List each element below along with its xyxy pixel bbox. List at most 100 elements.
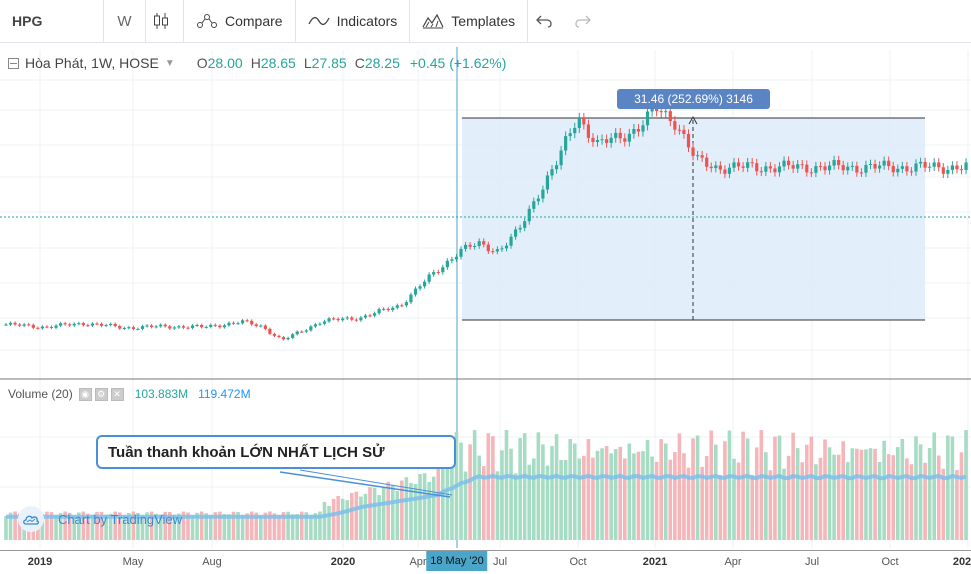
volume-bar — [154, 513, 158, 540]
candle-body — [841, 165, 845, 171]
templates-button[interactable]: Templates — [410, 0, 529, 42]
candle-body — [727, 167, 732, 174]
interval-button[interactable]: W — [104, 0, 146, 42]
close-icon[interactable]: ✕ — [110, 387, 124, 401]
candle-body — [568, 133, 572, 137]
candle-body — [45, 326, 49, 328]
candle-body — [696, 155, 700, 157]
candle-body — [486, 244, 490, 252]
volume-bar — [431, 476, 436, 540]
candle-body — [627, 133, 631, 142]
volume-bar — [864, 449, 868, 540]
candle-body — [59, 323, 63, 326]
high-value: 28.65 — [260, 55, 296, 71]
candle-body — [322, 321, 327, 324]
candle-body — [113, 323, 117, 327]
settings-icon[interactable]: ⚙ — [94, 387, 108, 401]
tradingview-branding[interactable]: Chart by TradingView — [18, 506, 182, 532]
candle-body — [550, 169, 554, 176]
volume-bar — [281, 512, 286, 540]
indicators-button[interactable]: Indicators — [296, 0, 411, 42]
interval-label: W — [117, 12, 132, 30]
volume-bar — [459, 442, 463, 540]
volume-bar — [541, 444, 545, 540]
volume-bar — [395, 491, 400, 540]
candle-body — [99, 323, 104, 326]
volume-bar — [445, 464, 450, 540]
candle-body — [272, 333, 277, 336]
candle-body — [163, 324, 167, 327]
volume-bar — [782, 468, 786, 540]
candle-body — [436, 272, 440, 274]
volume-bar — [809, 436, 814, 540]
measure-label[interactable]: 31.46 (252.69%) 3146 — [617, 89, 770, 109]
volume-bar — [882, 440, 886, 540]
volume-bar — [249, 511, 254, 540]
volume-bar — [299, 511, 304, 540]
volume-bar — [295, 514, 299, 540]
candle-body — [177, 326, 181, 328]
chart-style-button[interactable] — [146, 0, 184, 42]
eye-icon[interactable]: ◉ — [78, 387, 92, 401]
compare-button[interactable]: Compare — [184, 0, 296, 42]
volume-bar — [650, 456, 654, 540]
time-axis-tick: Apr — [409, 556, 427, 568]
candle-body — [878, 165, 882, 169]
candle-body — [382, 308, 386, 310]
volume-bar — [441, 435, 445, 540]
time-axis-tick: 2021 — [642, 556, 668, 568]
candle-body — [891, 166, 895, 173]
candle-body — [859, 172, 863, 174]
volume-bar — [586, 438, 591, 540]
volume-bar — [959, 452, 964, 540]
volume-bar — [805, 444, 809, 540]
collapse-legend-icon[interactable] — [8, 57, 19, 69]
series-name[interactable]: Hòa Phát, 1W, HOSE — [25, 55, 159, 71]
volume-bar — [868, 448, 873, 540]
volume-bar — [618, 446, 623, 540]
volume-bar — [896, 447, 900, 540]
volume-bar — [45, 511, 49, 540]
candle-body — [263, 325, 267, 329]
candle-body — [318, 323, 322, 325]
volume-bar — [918, 444, 923, 540]
volume-bar — [841, 441, 845, 540]
undo-button[interactable] — [528, 0, 567, 42]
volume-bar — [545, 465, 550, 540]
candle-body — [609, 137, 613, 143]
candle-body — [887, 160, 891, 167]
candle-body — [905, 166, 909, 172]
volume-bar — [745, 438, 750, 540]
templates-label: Templates — [451, 13, 516, 29]
volume-bar — [500, 450, 504, 540]
volume-bar — [527, 464, 532, 540]
annotation-callout[interactable]: Tuần thanh khoản LỚN NHẤT LỊCH SỬ — [96, 435, 456, 469]
volume-bar — [604, 446, 609, 540]
candle-body — [791, 165, 795, 169]
volume-bar — [759, 430, 764, 540]
chart-canvas[interactable] — [0, 43, 971, 550]
volume-bar — [63, 511, 67, 540]
redo-button[interactable] — [567, 0, 606, 42]
volume-bar — [504, 430, 509, 540]
volume-bar — [709, 430, 714, 540]
candle-body — [882, 160, 886, 166]
candle-body — [159, 324, 163, 327]
volume-bar — [900, 438, 905, 540]
time-axis[interactable]: 2019 May Aug 2020 Apr Jul Oct 2021 Apr Jul Oct 202 1… — [0, 550, 971, 574]
volume-bar — [654, 461, 659, 540]
volume-bar — [381, 487, 386, 540]
candle-body — [13, 322, 17, 325]
volume-bar — [327, 505, 331, 540]
volume-bar — [486, 433, 491, 540]
volume-bar — [254, 512, 259, 540]
candle-body — [741, 166, 745, 168]
chevron-down-icon[interactable]: ▼ — [164, 57, 175, 69]
candle-body — [582, 117, 586, 125]
time-axis-tick: 202 — [952, 556, 971, 568]
candle-body — [473, 246, 477, 248]
symbol-search[interactable]: HPG — [0, 0, 104, 42]
volume-bar — [263, 512, 268, 540]
undo-icon — [536, 15, 552, 28]
volume-bar — [855, 448, 859, 540]
